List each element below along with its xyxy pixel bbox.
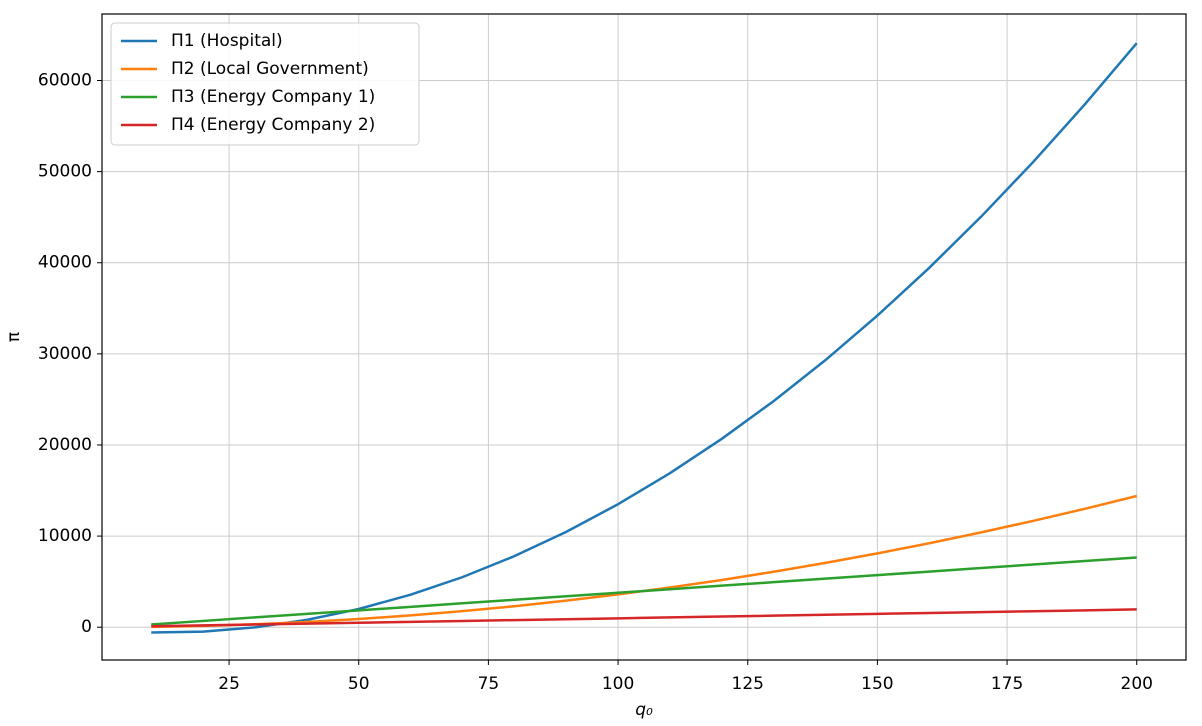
legend-label: Π4 (Energy Company 2) xyxy=(171,115,375,135)
line-series xyxy=(151,556,1137,626)
y-tick-label: 30000 xyxy=(38,344,92,364)
legend-label: Π3 (Energy Company 1) xyxy=(171,87,375,107)
line-series xyxy=(151,494,1138,629)
y-tick-label: 60000 xyxy=(38,71,92,91)
x-tick-label: 50 xyxy=(348,674,370,694)
x-tick-label: 25 xyxy=(218,674,240,694)
x-tick-label: 200 xyxy=(1121,674,1153,694)
y-tick-label: 0 xyxy=(81,617,92,637)
x-tick-label: 150 xyxy=(861,674,893,694)
y-tick-label: 50000 xyxy=(38,162,92,182)
x-tick-label: 100 xyxy=(602,674,634,694)
x-tick-label: 75 xyxy=(478,674,500,694)
line-series xyxy=(151,608,1137,628)
x-axis-label: q₀ xyxy=(635,700,653,720)
legend-label: Π2 (Local Government) xyxy=(171,59,369,79)
legend-label: Π1 (Hospital) xyxy=(171,31,283,51)
plot-frame xyxy=(101,13,1187,661)
x-tick-label: 125 xyxy=(732,674,764,694)
x-tick-label: 175 xyxy=(991,674,1023,694)
y-tick-label: 20000 xyxy=(38,435,92,455)
y-axis-label: π xyxy=(4,332,24,342)
y-tick-label: 10000 xyxy=(38,526,92,546)
y-tick-label: 40000 xyxy=(38,253,92,273)
legend-box xyxy=(110,22,420,146)
line-series xyxy=(151,42,1138,634)
